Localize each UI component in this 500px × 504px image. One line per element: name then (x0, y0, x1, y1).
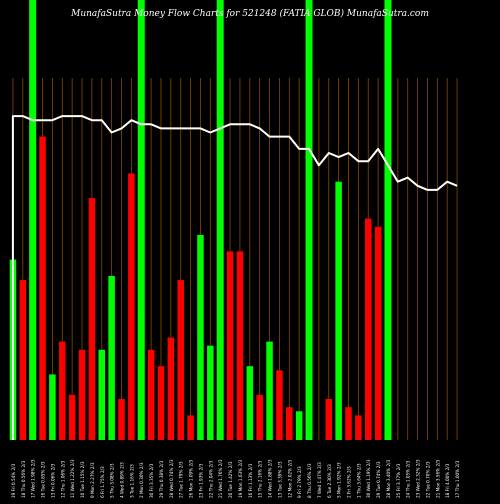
x-tick-label: 13 Tue 3.39% 2/3 (277, 461, 282, 498)
x-tick-label: 12 Thu 1.06% 2/3 (60, 460, 65, 498)
bar (325, 399, 333, 440)
bar (335, 181, 342, 440)
highlight-column (305, 0, 313, 440)
x-tick-label: 30 Wed 1.19% 2/3 (366, 459, 371, 498)
bar-layer (9, 136, 382, 440)
x-tick-label: 1 Thu 3.64% 2/3 (356, 463, 361, 498)
x-tick-label: 10 Tue 1.15% 2/3 (80, 461, 85, 498)
label-layer: 19 Fri 0.54% 2/3 18 Thu 0.56% 2/3 17 Wed 1… (11, 459, 460, 498)
bar (266, 341, 273, 440)
x-tick-label: 4 Wed 0.89% 2/3 (120, 462, 125, 498)
x-tick-label: 11 Wed 1.22% 2/3 (70, 459, 75, 498)
bar (355, 415, 362, 440)
x-tick-label: 9 Fri 2.79% 2/3 (297, 466, 302, 498)
x-tick-label: 29 Thu 0.38% 2/3 (159, 460, 164, 498)
x-tick-label: 9 Mon 2.27% 2/3 (90, 462, 95, 498)
bar (226, 251, 234, 440)
x-tick-label: 25 Fri 3.77% 2/3 (396, 463, 401, 498)
x-tick-label: 20 Tue 1.42% 2/3 (228, 461, 233, 498)
bar (305, 243, 313, 440)
x-tick-label: 5 Thu 3.08% 2/3 (110, 463, 115, 498)
x-tick-label: 24 Thu 1.05% 2/3 (406, 460, 411, 498)
x-tick-label: 28 Mon 3.40% 2/3 (386, 459, 391, 498)
bar (177, 280, 184, 440)
x-tick-label: 6 Fri 1.75% 2/3 (100, 466, 105, 498)
x-tick-label: 21 Wed 1.76% 2/3 (218, 459, 223, 498)
bar (88, 198, 96, 440)
x-tick-label: 19 Mon 1.63% 2/3 (238, 459, 243, 498)
bar (345, 407, 352, 440)
highlight-column (384, 0, 392, 440)
x-tick-label: 12 Mon 2.02% 2/3 (287, 459, 292, 498)
bar (364, 218, 372, 440)
x-tick-label: 16 Tue 0.85% 2/3 (41, 461, 46, 498)
bar (157, 366, 165, 440)
bar (137, 317, 145, 440)
bar (68, 394, 76, 440)
bar (256, 394, 263, 440)
x-tick-label: 30 Fri 3.35% 2/3 (149, 463, 154, 498)
bar (59, 341, 66, 440)
bar (49, 374, 56, 440)
bar (147, 349, 155, 440)
bar (108, 276, 115, 440)
bar (187, 415, 194, 440)
x-tick-label: 23 Wed 2.32% 2/3 (416, 459, 421, 498)
bar (39, 136, 46, 440)
money-flow-line (11, 115, 458, 440)
bar (207, 345, 214, 440)
bar (78, 349, 86, 440)
x-tick-label: 13 Fri 0.06% 2/3 (50, 463, 55, 498)
x-tick-label: 23 Fri 1.93% 2/3 (199, 463, 204, 498)
x-tick-label: 29 Tue 0.74% 2/3 (376, 461, 381, 498)
bar (118, 399, 125, 440)
x-tick-label: 22 Tue 0.70% 2/3 (426, 461, 431, 498)
bar (167, 337, 175, 440)
x-tick-label: 22 Thu 2.04% 2/3 (208, 460, 213, 498)
x-tick-label: 5 Mon 1.92% 2/3 (337, 462, 342, 498)
bar (246, 366, 254, 440)
x-tick-label: 27 Tue 1.79% 2/3 (179, 461, 184, 498)
x-tick-label: 6 Tue 2.30% 2/3 (327, 464, 332, 498)
x-tick-label: 17 Wed 1.98% 2/3 (31, 459, 36, 498)
bar (98, 349, 106, 440)
x-tick-label: 17 Thu 1.00% 2/3 (455, 460, 460, 498)
bar (286, 407, 293, 440)
bar (295, 411, 303, 440)
bar (19, 280, 27, 440)
bar (197, 235, 204, 440)
x-tick-label: 18 Thu 0.56% 2/3 (21, 460, 26, 498)
bar (374, 226, 382, 440)
x-tick-label: 16 Fri 1.13% 2/3 (248, 463, 253, 498)
x-tick-label: 2 Fri 3.62% 2/3 (347, 466, 352, 498)
x-tick-label: 19 Fri 0.54% 2/3 (11, 463, 16, 498)
x-tick-label: 2 Mon 0.30% 2/3 (139, 462, 144, 498)
x-tick-label: 3 Tue 1.16% 2/3 (129, 464, 134, 498)
x-tick-label: 7 Wed 1.47% 2/3 (317, 462, 322, 498)
bar (276, 370, 283, 440)
x-tick-label: 14 Wed 1.88% 2/3 (268, 459, 273, 498)
x-tick-label: 21 Mon 3.56% 2/3 (435, 459, 440, 498)
line-layer (11, 115, 458, 440)
x-tick-label: 26 Mon 1.09% 2/3 (189, 459, 194, 498)
highlight-column (137, 0, 145, 440)
x-tick-label: 28 Wed 0.74% 2/3 (169, 459, 174, 498)
bar (236, 251, 244, 440)
highlight-layer (29, 0, 392, 440)
highlight-column (29, 0, 37, 440)
x-tick-label: 8 Thu 0.56% 2/3 (307, 463, 312, 498)
bar (128, 173, 135, 440)
highlight-column (216, 0, 224, 440)
x-tick-label: 18 Fri 4.00% 2/3 (445, 463, 450, 498)
x-tick-label: 15 Thu 2.16% 2/3 (258, 460, 263, 498)
chart-title: MunafaSutra Money Flow Charts for 521248… (71, 9, 429, 19)
